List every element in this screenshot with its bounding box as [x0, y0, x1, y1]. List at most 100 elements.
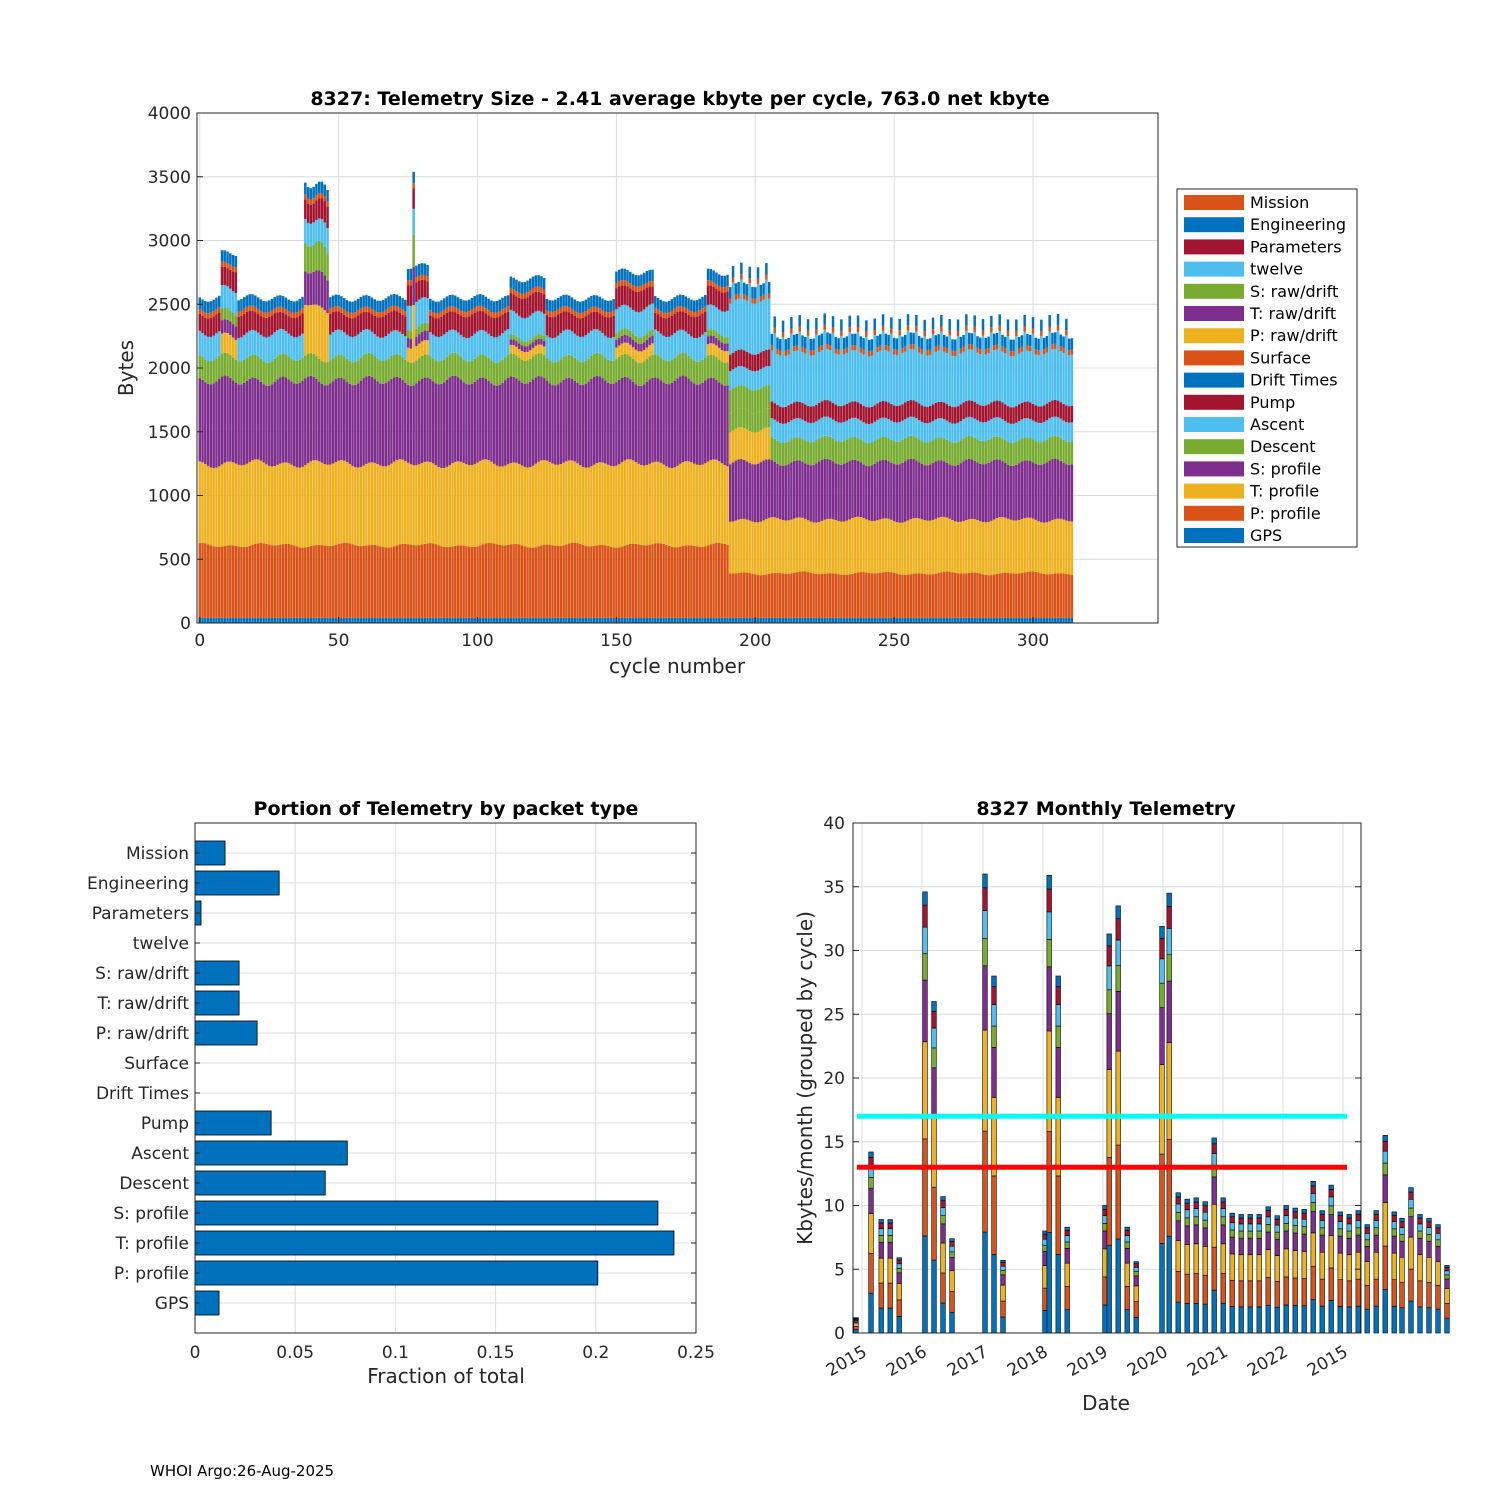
telemetry-bar-segment: [298, 382, 302, 468]
monthly-bar-segment: [991, 1097, 997, 1177]
telemetry-bar-segment: [515, 296, 518, 314]
monthly-bar-segment: [1274, 1281, 1280, 1308]
category-label: P: profile: [114, 1264, 189, 1284]
telemetry-bar-segment: [787, 354, 790, 406]
monthly-bar-segment: [1046, 888, 1052, 913]
telemetry-bar-segment: [240, 299, 243, 311]
telemetry-bar-segment: [290, 301, 293, 313]
telemetry-bar-segment: [581, 466, 585, 545]
telemetry-bar-segment: [634, 342, 638, 350]
telemetry-bar-segment: [879, 418, 882, 438]
telemetry-bar-segment: [640, 385, 643, 466]
telemetry-bar-segment: [370, 353, 374, 377]
telemetry-bar-segment: [795, 437, 799, 461]
telemetry-bar-segment: [651, 343, 654, 355]
telemetry-bar-segment: [679, 311, 682, 330]
monthly-bar-segment: [1184, 1202, 1190, 1211]
monthly-bar-segment: [1124, 1230, 1130, 1236]
telemetry-bar-segment: [1009, 423, 1013, 443]
telemetry-bar-segment: [462, 300, 465, 312]
telemetry-bar-segment: [884, 417, 888, 437]
telemetry-bar-segment: [245, 380, 249, 464]
telemetry-bar-segment: [967, 344, 971, 350]
telemetry-bar-segment: [223, 319, 227, 333]
x-tick-label: 150: [600, 631, 632, 651]
telemetry-bar-segment: [1067, 406, 1071, 423]
telemetry-bar-segment: [654, 377, 657, 462]
telemetry-bar-segment: [270, 545, 274, 618]
monthly-bar-segment: [1133, 1263, 1139, 1268]
telemetry-bar-segment: [820, 345, 824, 351]
telemetry-bar-segment: [381, 617, 385, 623]
telemetry-bar-segment: [1034, 519, 1038, 572]
telemetry-bar-segment: [873, 405, 876, 422]
telemetry-bar-segment: [881, 417, 885, 437]
telemetry-bar-segment: [673, 313, 676, 334]
telemetry-bar-segment: [370, 331, 374, 354]
telemetry-bar-segment: [629, 271, 632, 284]
telemetry-bar-segment: [1017, 573, 1021, 618]
telemetry-bar-segment: [615, 465, 618, 548]
telemetry-bar-segment: [448, 465, 451, 547]
telemetry-bar-segment: [923, 423, 926, 443]
telemetry-bar-segment: [387, 465, 390, 548]
x-tick-label: 300: [1017, 631, 1049, 651]
monthly-bar-segment: [1115, 1238, 1121, 1334]
telemetry-bar-segment: [1003, 353, 1007, 405]
telemetry-bar-segment: [651, 286, 654, 304]
monthly-bar-segment: [1211, 1203, 1217, 1248]
telemetry-bar-segment: [379, 383, 382, 466]
telemetry-bar-segment: [440, 300, 443, 312]
telemetry-bar-segment: [356, 315, 360, 335]
telemetry-bar-segment: [201, 310, 204, 317]
telemetry-bar-segment: [1031, 439, 1035, 463]
telemetry-bar-segment: [915, 573, 918, 618]
telemetry-bar-segment: [654, 354, 657, 378]
telemetry-bar-segment: [351, 337, 354, 363]
telemetry-bar-segment: [831, 617, 835, 623]
monthly-bar-segment: [1364, 1232, 1370, 1241]
telemetry-bar-segment: [501, 466, 504, 546]
telemetry-bar-segment: [376, 300, 379, 313]
telemetry-bar-segment: [601, 355, 604, 379]
telemetry-bar-segment: [451, 311, 454, 330]
telemetry-bar-segment: [517, 380, 521, 464]
telemetry-bar-segment: [554, 299, 557, 312]
telemetry-bar-segment: [928, 338, 932, 350]
telemetry-bar-segment: [259, 381, 263, 461]
telemetry-bar-segment: [429, 543, 432, 618]
telemetry-bar-segment: [220, 266, 224, 286]
telemetry-bar-segment: [809, 406, 813, 424]
telemetry-bar-segment: [1059, 460, 1063, 519]
telemetry-bar-segment: [770, 617, 774, 623]
telemetry-bar-segment: [779, 442, 782, 466]
telemetry-bar-segment: [420, 263, 424, 275]
telemetry-bar-segment: [926, 350, 929, 356]
telemetry-bar-segment: [492, 301, 496, 313]
telemetry-bar-segment: [1012, 407, 1015, 424]
telemetry-bar-segment: [356, 545, 360, 618]
telemetry-bar-segment: [737, 293, 740, 299]
telemetry-bar-segment: [873, 335, 876, 406]
telemetry-bar-segment: [454, 295, 457, 308]
telemetry-bar-segment: [970, 617, 974, 623]
telemetry-bar-segment: [648, 617, 651, 623]
telemetry-bar-segment: [648, 463, 651, 545]
telemetry-bar-segment: [717, 285, 721, 292]
monthly-bar-segment: [1301, 1233, 1307, 1252]
telemetry-bar-segment: [856, 572, 860, 618]
monthly-bar-segment: [1373, 1227, 1379, 1236]
telemetry-bar-segment: [984, 337, 988, 350]
telemetry-bar-segment: [756, 522, 760, 576]
telemetry-bar-segment: [1003, 463, 1007, 518]
telemetry-bar-segment: [415, 265, 418, 278]
telemetry-bar-segment: [356, 467, 360, 546]
telemetry-bar-segment: [515, 291, 518, 297]
monthly-bar-segment: [1256, 1230, 1262, 1239]
telemetry-bar-segment: [612, 383, 615, 467]
telemetry-bar-segment: [920, 519, 924, 574]
legend-entry: Pump: [1250, 393, 1295, 412]
telemetry-bar-segment: [351, 617, 354, 623]
telemetry-bar-segment: [1017, 353, 1021, 405]
telemetry-bar-segment: [892, 337, 896, 350]
